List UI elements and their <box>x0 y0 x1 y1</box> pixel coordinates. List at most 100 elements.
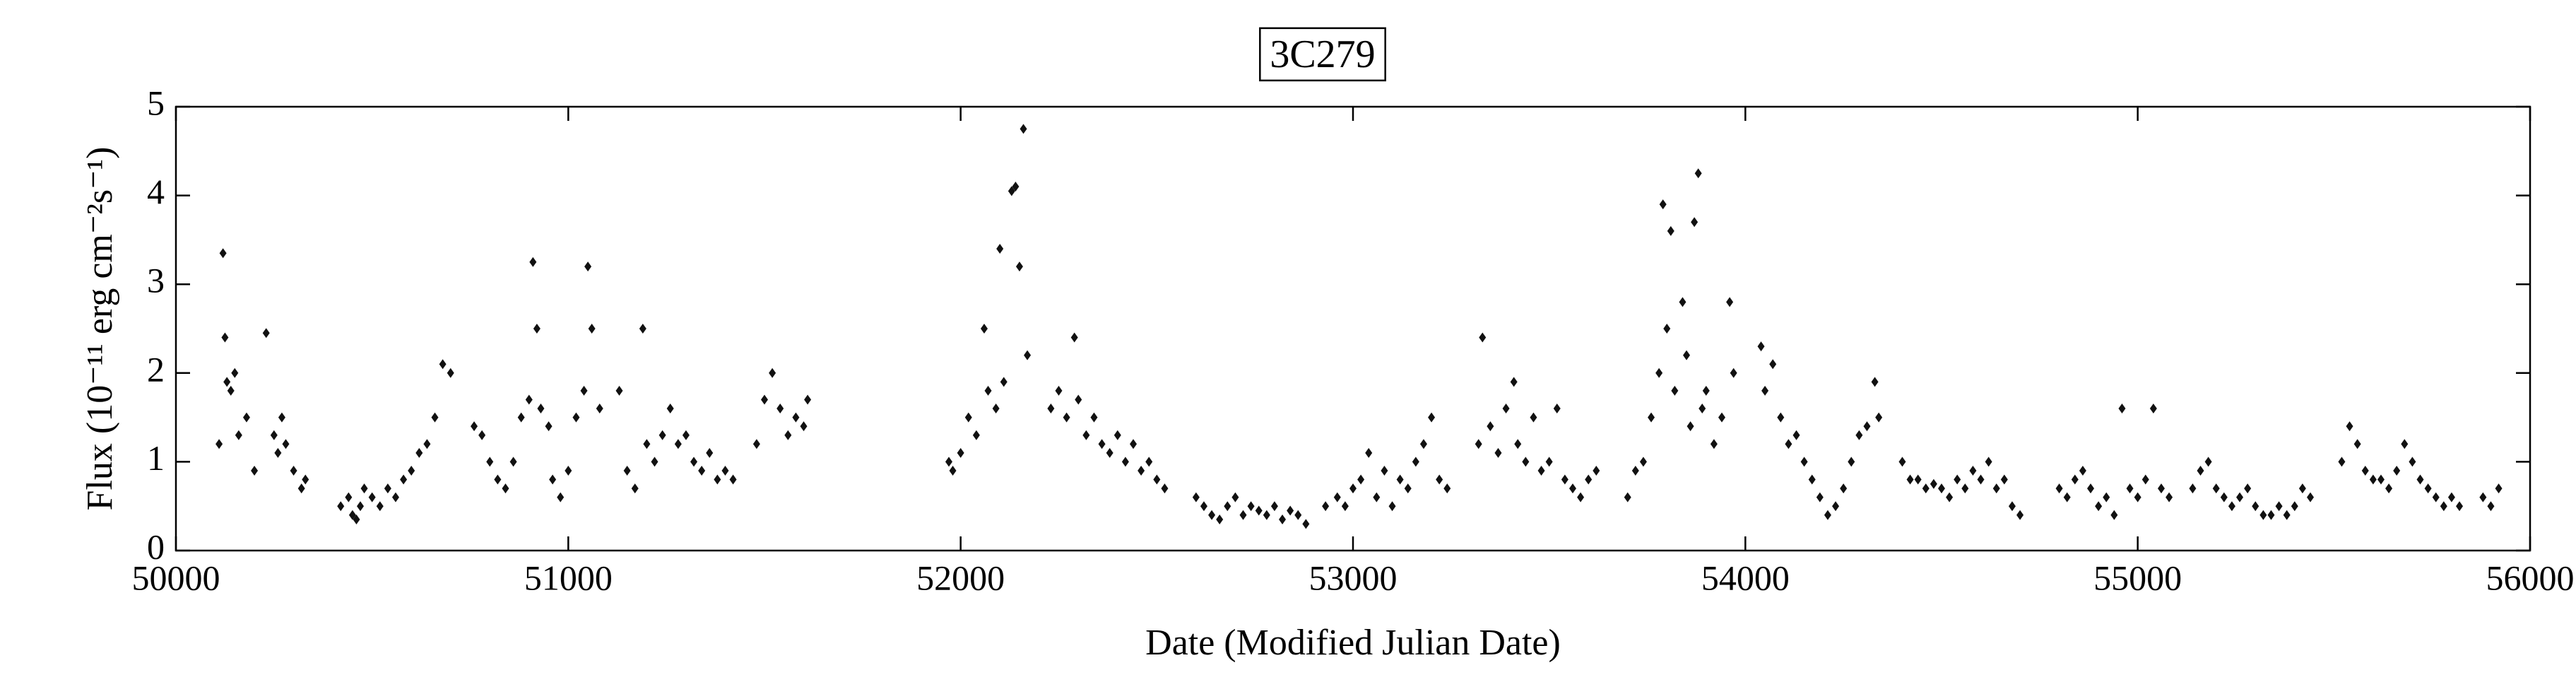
data-point <box>1302 519 1310 529</box>
data-point <box>231 368 239 378</box>
data-point <box>1537 465 1545 476</box>
data-point <box>2424 483 2432 494</box>
data-point <box>1906 474 1914 485</box>
data-point <box>1992 483 2000 494</box>
data-point <box>1832 501 1840 512</box>
data-point <box>761 394 768 405</box>
data-point <box>1063 412 1070 423</box>
data-point <box>509 457 517 467</box>
data-point <box>658 430 666 440</box>
data-point <box>1816 492 1824 502</box>
data-point <box>537 404 545 414</box>
data-point <box>1777 412 1785 423</box>
data-point <box>235 430 242 440</box>
data-point <box>651 457 658 467</box>
data-point <box>1247 501 1255 512</box>
data-point <box>1436 474 1443 485</box>
data-point <box>415 447 423 458</box>
data-point <box>729 474 737 485</box>
data-point <box>572 412 580 423</box>
data-point <box>631 483 639 494</box>
data-point <box>2409 457 2416 467</box>
data-point <box>1192 492 1200 502</box>
data-point <box>1098 439 1106 449</box>
data-point <box>2157 483 2165 494</box>
data-point <box>2000 474 2008 485</box>
data-point <box>1008 186 1015 196</box>
data-point <box>423 439 431 449</box>
data-point <box>270 430 278 440</box>
data-point <box>674 439 682 449</box>
data-point <box>1553 404 1561 414</box>
data-point <box>353 515 360 525</box>
data-point <box>2055 483 2063 494</box>
data-point <box>1875 412 1883 423</box>
data-point <box>368 492 376 502</box>
data-point <box>1443 483 1451 494</box>
data-point <box>1239 510 1247 520</box>
data-point <box>297 483 305 494</box>
data-point <box>242 412 250 423</box>
data-point <box>1479 332 1487 343</box>
data-point <box>1985 457 1992 467</box>
x-tick-label: 55000 <box>2093 558 2182 597</box>
data-point <box>1287 505 1294 516</box>
x-tick-label: 51000 <box>524 558 613 597</box>
data-point <box>1047 404 1055 414</box>
data-point <box>1545 457 1553 467</box>
data-point <box>2166 492 2173 502</box>
data-point <box>1216 515 1224 525</box>
data-point <box>1871 377 1879 387</box>
data-point <box>1855 430 1863 440</box>
data-point <box>502 483 509 494</box>
data-point <box>2283 510 2291 520</box>
x-tick-label: 54000 <box>1701 558 1790 597</box>
data-point <box>1757 341 1765 352</box>
y-axis-label: Flux (10⁻¹¹ erg cm⁻²s⁻¹) <box>80 147 120 511</box>
data-point <box>1568 483 1576 494</box>
data-point <box>1969 465 1977 476</box>
data-point <box>1270 501 1278 512</box>
data-point <box>376 501 384 512</box>
data-point <box>1698 404 1706 414</box>
data-point <box>1121 457 1129 467</box>
data-point <box>1153 474 1161 485</box>
data-point <box>1502 404 1510 414</box>
data-point <box>1800 457 1808 467</box>
data-point <box>2385 483 2393 494</box>
y-tick-label: 0 <box>147 527 165 566</box>
data-point <box>2189 483 2197 494</box>
data-point <box>1224 501 1231 512</box>
data-point <box>800 421 808 432</box>
y-tick-label: 4 <box>147 172 165 211</box>
data-point <box>2110 510 2118 520</box>
data-point <box>1388 501 1396 512</box>
data-point <box>533 324 540 334</box>
data-point <box>1702 385 1710 396</box>
data-point <box>588 324 596 334</box>
data-point <box>1130 439 1138 449</box>
data-point <box>682 430 690 440</box>
x-axis-label: Date (Modified Julian Date) <box>1145 623 1561 663</box>
data-point <box>666 404 674 414</box>
data-point <box>337 501 345 512</box>
data-point <box>439 359 447 370</box>
data-point <box>1070 332 1078 343</box>
data-point <box>565 465 572 476</box>
data-point <box>1914 474 1922 485</box>
data-point <box>2307 492 2315 502</box>
data-point <box>2440 501 2447 512</box>
data-point <box>1824 510 1831 520</box>
data-point <box>2401 439 2409 449</box>
data-point <box>2228 501 2235 512</box>
data-point <box>1015 261 1023 272</box>
y-tick-label: 1 <box>147 438 165 478</box>
data-point <box>1075 394 1082 405</box>
data-point <box>752 439 760 449</box>
data-point <box>1138 465 1145 476</box>
data-point <box>1020 124 1027 134</box>
x-tick-label: 56000 <box>2486 558 2575 597</box>
data-point <box>1769 359 1777 370</box>
data-point <box>223 377 231 387</box>
